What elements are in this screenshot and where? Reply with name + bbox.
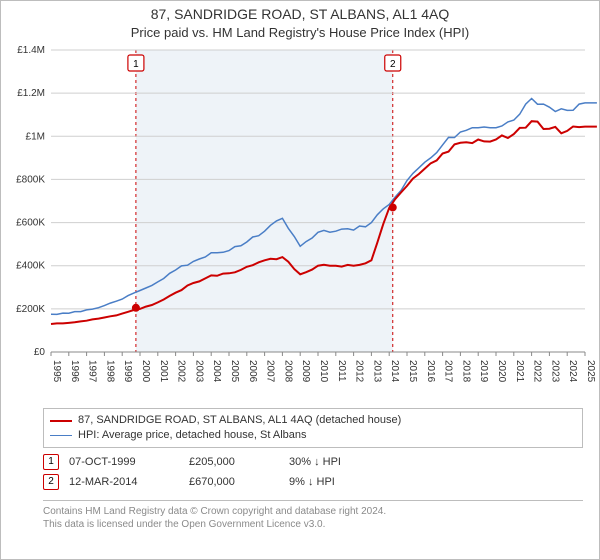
events-table: 1 07-OCT-1999 £205,000 30% ↓ HPI 2 12-MA… xyxy=(43,454,583,501)
svg-text:1997: 1997 xyxy=(87,360,98,383)
svg-text:2012: 2012 xyxy=(354,360,365,383)
svg-text:2025: 2025 xyxy=(585,360,596,383)
svg-text:2019: 2019 xyxy=(478,360,489,383)
title-address: 87, SANDRIDGE ROAD, ST ALBANS, AL1 4AQ xyxy=(1,6,599,22)
svg-text:£1M: £1M xyxy=(26,131,45,142)
titles: 87, SANDRIDGE ROAD, ST ALBANS, AL1 4AQ P… xyxy=(1,1,599,40)
svg-text:2000: 2000 xyxy=(140,360,151,383)
legend-label: 87, SANDRIDGE ROAD, ST ALBANS, AL1 4AQ (… xyxy=(78,413,401,428)
svg-text:1995: 1995 xyxy=(51,360,62,383)
svg-text:2006: 2006 xyxy=(247,360,258,383)
event-date: 07-OCT-1999 xyxy=(69,456,189,468)
svg-text:2009: 2009 xyxy=(300,360,311,383)
event-delta: 30% ↓ HPI xyxy=(289,456,341,468)
svg-text:2005: 2005 xyxy=(229,360,240,383)
svg-text:£1.4M: £1.4M xyxy=(17,45,45,56)
svg-text:2: 2 xyxy=(390,59,396,70)
svg-text:2024: 2024 xyxy=(567,360,578,383)
title-sub: Price paid vs. HM Land Registry's House … xyxy=(1,25,599,40)
svg-text:£600K: £600K xyxy=(16,218,45,229)
footer-line: Contains HM Land Registry data © Crown c… xyxy=(43,505,583,518)
svg-text:£1.2M: £1.2M xyxy=(17,88,45,99)
event-date: 12-MAR-2014 xyxy=(69,476,189,488)
svg-text:1999: 1999 xyxy=(122,360,133,383)
event-price: £205,000 xyxy=(189,456,289,468)
svg-text:2017: 2017 xyxy=(443,360,454,383)
svg-text:2001: 2001 xyxy=(158,360,169,383)
chart: £0 £200K £400K £600K £800K £1M £1.2M £1.4M 1995 1… xyxy=(1,42,599,402)
svg-text:£0: £0 xyxy=(34,347,46,358)
svg-text:2021: 2021 xyxy=(514,360,525,383)
svg-text:2002: 2002 xyxy=(176,360,187,383)
legend-swatch-red xyxy=(50,420,72,422)
svg-text:£400K: £400K xyxy=(16,261,45,272)
svg-text:1996: 1996 xyxy=(69,360,80,383)
svg-text:2016: 2016 xyxy=(425,360,436,383)
legend-row: HPI: Average price, detached house, St A… xyxy=(50,428,576,443)
event-delta: 9% ↓ HPI xyxy=(289,476,335,488)
legend-label: HPI: Average price, detached house, St A… xyxy=(78,428,307,443)
svg-text:2022: 2022 xyxy=(532,360,543,383)
svg-text:2013: 2013 xyxy=(371,360,382,383)
chart-card: 87, SANDRIDGE ROAD, ST ALBANS, AL1 4AQ P… xyxy=(0,0,600,560)
chart-svg: £0 £200K £400K £600K £800K £1M £1.2M £1.4M 1995 1… xyxy=(1,42,599,398)
svg-text:2011: 2011 xyxy=(336,360,347,382)
svg-text:2004: 2004 xyxy=(211,360,222,383)
footer-line: This data is licensed under the Open Gov… xyxy=(43,518,583,531)
legend-row: 87, SANDRIDGE ROAD, ST ALBANS, AL1 4AQ (… xyxy=(50,413,576,428)
svg-text:2008: 2008 xyxy=(282,360,293,383)
svg-text:2014: 2014 xyxy=(389,360,400,383)
svg-text:2018: 2018 xyxy=(460,360,471,383)
event-badge: 2 xyxy=(43,474,59,490)
svg-text:1: 1 xyxy=(133,59,139,70)
svg-text:2003: 2003 xyxy=(193,360,204,383)
svg-text:2015: 2015 xyxy=(407,360,418,383)
svg-text:1998: 1998 xyxy=(104,360,115,383)
svg-text:2007: 2007 xyxy=(265,360,276,383)
event-row: 2 12-MAR-2014 £670,000 9% ↓ HPI xyxy=(43,474,583,490)
legend-swatch-blue xyxy=(50,435,72,436)
svg-text:2023: 2023 xyxy=(549,360,560,383)
footer: Contains HM Land Registry data © Crown c… xyxy=(43,505,583,531)
event-badge: 1 xyxy=(43,454,59,470)
svg-text:£800K: £800K xyxy=(16,174,45,185)
legend: 87, SANDRIDGE ROAD, ST ALBANS, AL1 4AQ (… xyxy=(43,408,583,448)
event-row: 1 07-OCT-1999 £205,000 30% ↓ HPI xyxy=(43,454,583,470)
event-price: £670,000 xyxy=(189,476,289,488)
svg-text:£200K: £200K xyxy=(16,304,45,315)
svg-text:2020: 2020 xyxy=(496,360,507,383)
svg-text:2010: 2010 xyxy=(318,360,329,383)
